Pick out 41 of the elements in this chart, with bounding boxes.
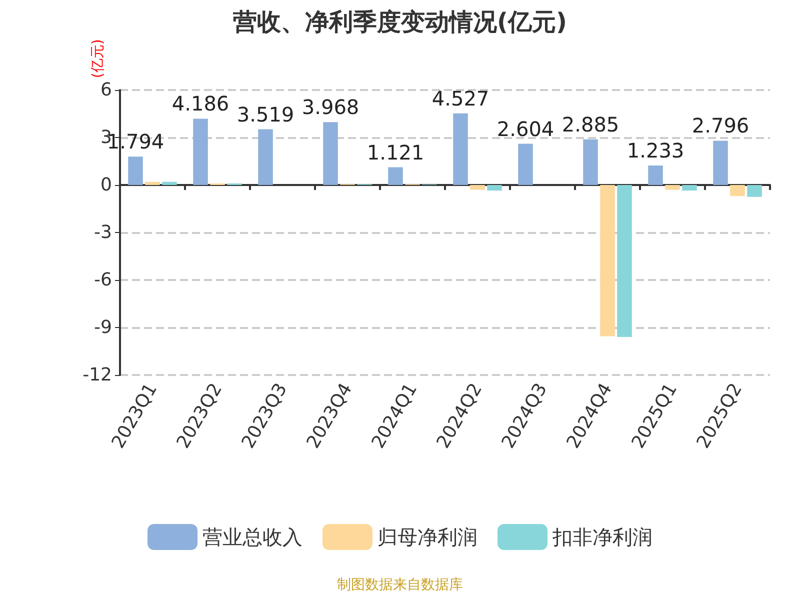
bar — [453, 113, 468, 185]
data-label: 4.186 — [172, 92, 230, 116]
y-tick-label: -3 — [94, 222, 112, 243]
y-tick-label: -9 — [94, 317, 112, 338]
data-label: 2.885 — [562, 112, 620, 136]
legend-label: 营业总收入 — [202, 525, 302, 549]
y-tick-label: 0 — [100, 174, 112, 196]
data-label: 2.604 — [496, 116, 554, 141]
legend-label: 归母净利润 — [378, 525, 478, 549]
bar — [600, 185, 615, 336]
bar — [682, 185, 697, 191]
bar — [145, 182, 160, 185]
bar — [323, 122, 338, 185]
bar — [193, 118, 208, 185]
bar — [162, 182, 177, 185]
legend-label: 扣非净利润 — [552, 525, 652, 549]
bar — [258, 129, 273, 185]
text: 制图数据来自数据库 — [337, 577, 463, 593]
bar — [648, 165, 663, 185]
bar — [747, 185, 762, 197]
data-label: 2.796 — [692, 114, 750, 138]
y-axis-title: (亿元) — [90, 39, 106, 78]
bar — [713, 140, 728, 185]
bar — [487, 185, 502, 191]
bar — [388, 167, 403, 185]
chart-title: 营收、净利季度变动情况(亿元) — [232, 8, 567, 36]
bar — [128, 156, 143, 185]
bar — [730, 185, 745, 196]
bar — [665, 185, 680, 190]
y-tick-label: -12 — [82, 364, 112, 386]
data-label: 1.121 — [366, 140, 424, 164]
bar — [583, 139, 598, 185]
data-label: 3.519 — [236, 102, 294, 126]
data-label: 4.527 — [432, 86, 490, 110]
data-label: 1.233 — [626, 138, 684, 162]
y-tick-label: 6 — [100, 80, 112, 100]
y-tick-label: -6 — [94, 270, 112, 290]
bar — [617, 185, 632, 337]
data-label: 3.968 — [302, 95, 360, 120]
bar — [470, 185, 485, 190]
bar — [518, 144, 533, 185]
